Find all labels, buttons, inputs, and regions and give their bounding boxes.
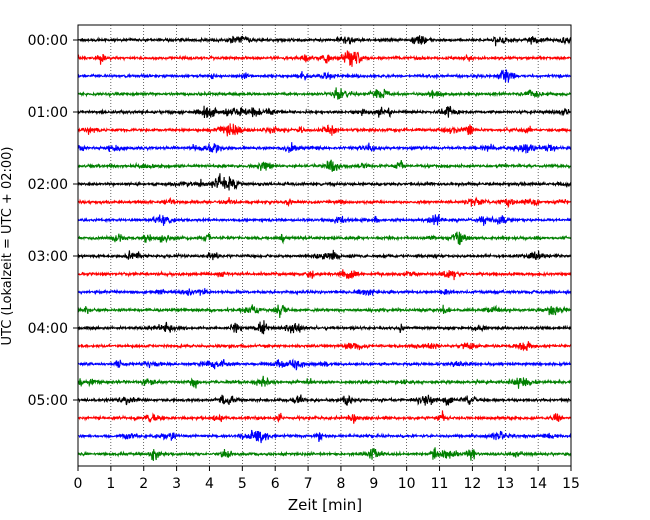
seismic-trace xyxy=(77,196,572,209)
x-tick-label: 0 xyxy=(74,476,83,492)
y-tick-label: 01:00 xyxy=(28,105,68,121)
seismic-trace xyxy=(77,394,572,406)
x-tick-label: 15 xyxy=(562,476,580,492)
x-tick-label: 8 xyxy=(336,476,345,492)
y-tick-label: 03:00 xyxy=(28,249,68,265)
plot-background xyxy=(78,25,571,466)
seismic-trace xyxy=(77,269,572,281)
x-axis-ticks: 0 1 2 3 4 5 6 7 8 9 10 11 12 13 14 15 xyxy=(74,466,580,492)
seismic-trace xyxy=(77,341,572,352)
seismic-trace xyxy=(77,447,572,462)
x-tick-label: 9 xyxy=(369,476,378,492)
y-axis-ticks: 00:00 01:00 02:00 03:00 04:00 05:00 xyxy=(28,33,78,409)
x-tick-label: 13 xyxy=(496,476,514,492)
y-tick-label: 05:00 xyxy=(28,393,68,409)
x-tick-label: 5 xyxy=(238,476,247,492)
seismic-trace xyxy=(77,288,572,297)
seismic-trace xyxy=(77,429,572,444)
seismic-trace xyxy=(77,87,572,100)
x-tick-label: 7 xyxy=(304,476,313,492)
seismic-trace xyxy=(77,123,572,137)
x-tick-label: 12 xyxy=(463,476,481,492)
x-axis-label: Zeit [min] xyxy=(288,496,362,514)
seismic-trace xyxy=(77,214,572,226)
seismic-trace xyxy=(77,320,572,335)
x-tick-label: 10 xyxy=(398,476,416,492)
seismic-trace xyxy=(77,410,572,424)
y-axis-label: UTC (Lokalzeit = UTC + 02:00) xyxy=(0,147,15,346)
plot-frame xyxy=(77,24,572,467)
x-tick-label: 4 xyxy=(205,476,214,492)
x-tick-label: 1 xyxy=(106,476,115,492)
x-tick-label: 11 xyxy=(431,476,449,492)
x-tick-label: 6 xyxy=(271,476,280,492)
seismic-trace xyxy=(77,173,572,191)
seismic-trace xyxy=(77,35,572,47)
y-tick-label: 02:00 xyxy=(28,177,68,193)
x-tick-label: 3 xyxy=(172,476,181,492)
x-tick-label: 14 xyxy=(529,476,547,492)
seismic-trace xyxy=(77,68,572,83)
seismic-trace xyxy=(77,105,572,119)
y-tick-label: 04:00 xyxy=(28,321,68,337)
seismic-trace xyxy=(77,304,572,318)
x-tick-label: 2 xyxy=(139,476,148,492)
y-tick-label: 00:00 xyxy=(28,33,68,49)
seismic-trace xyxy=(77,249,572,261)
seismic-trace xyxy=(77,358,572,371)
seismic-trace xyxy=(77,231,572,246)
seismic-trace xyxy=(77,142,572,154)
seismic-traces xyxy=(77,35,572,462)
seismic-trace xyxy=(77,375,572,389)
seismic-trace xyxy=(77,50,572,67)
seismic-trace xyxy=(77,159,572,172)
